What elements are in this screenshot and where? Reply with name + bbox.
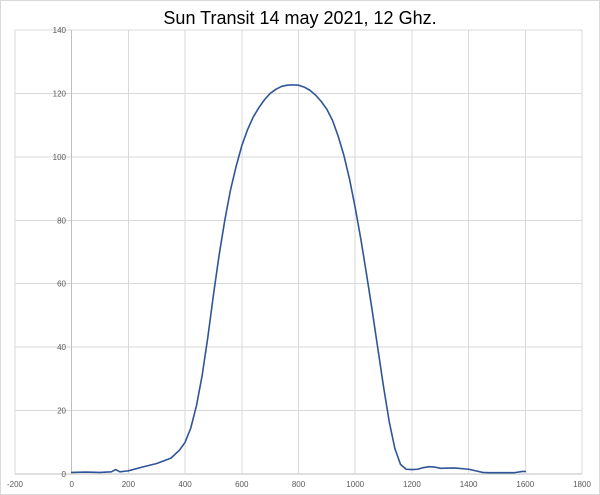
data-point — [304, 86, 305, 87]
x-tick-label: 800 — [292, 480, 306, 489]
y-tick-label: 20 — [57, 407, 66, 416]
data-point — [477, 471, 478, 472]
x-tick-label: 1200 — [403, 480, 421, 489]
y-tick-label: 140 — [53, 26, 67, 35]
data-point — [253, 117, 254, 118]
y-tick-label: 80 — [57, 216, 66, 225]
data-point — [417, 469, 418, 470]
data-point — [190, 427, 191, 428]
data-point — [496, 472, 497, 473]
data-point — [400, 464, 401, 465]
data-point — [383, 386, 384, 387]
data-point — [343, 155, 344, 156]
data-point — [85, 472, 86, 473]
data-point — [196, 405, 197, 406]
data-point — [99, 472, 100, 473]
data-point — [440, 468, 441, 469]
data-point — [488, 472, 489, 473]
data-point — [264, 99, 265, 100]
data-point — [224, 220, 225, 221]
data-point — [411, 469, 412, 470]
data-point — [394, 448, 395, 449]
chart-title: Sun Transit 14 may 2021, 12 Ghz. — [163, 8, 437, 28]
x-tick-label: 400 — [178, 480, 192, 489]
data-point — [428, 466, 429, 467]
data-point — [230, 190, 231, 191]
data-point — [360, 239, 361, 240]
x-tick-label: 200 — [122, 480, 136, 489]
series-line — [70, 84, 527, 474]
y-tick-label: 120 — [53, 89, 67, 98]
data-point — [213, 294, 214, 295]
data-point — [207, 337, 208, 338]
y-tick-label: 40 — [57, 343, 66, 352]
data-point — [142, 466, 143, 467]
tick-labels: 0 20 40 60 80 100 120 140 -200 0 200 400 600 800 1000 1… — [7, 26, 591, 489]
series-layer — [70, 84, 527, 474]
data-point — [111, 471, 112, 472]
x-tick-label: 600 — [235, 480, 249, 489]
data-point — [349, 178, 350, 179]
x-tick-label: 1600 — [516, 480, 534, 489]
data-point — [434, 466, 435, 467]
y-tick-label: 60 — [57, 280, 66, 289]
data-point — [366, 274, 367, 275]
data-point — [71, 472, 72, 473]
data-point — [156, 463, 157, 464]
data-point — [292, 84, 293, 85]
y-tick-label: 100 — [53, 153, 67, 162]
data-point — [185, 442, 186, 443]
data-point — [128, 470, 129, 471]
data-point — [275, 89, 276, 90]
data-point — [115, 469, 116, 470]
data-point — [170, 458, 171, 459]
data-point — [202, 375, 203, 376]
data-point — [522, 471, 523, 472]
data-point — [236, 166, 237, 167]
data-point — [287, 85, 288, 86]
data-point — [258, 107, 259, 108]
data-point — [338, 136, 339, 137]
x-tick-label: 0 — [69, 480, 74, 489]
data-point — [525, 471, 526, 472]
x-tick-label: 1800 — [573, 480, 591, 489]
data-point — [119, 471, 120, 472]
data-point — [505, 472, 506, 473]
x-tick-label: 1400 — [460, 480, 478, 489]
y-tick-label: 0 — [62, 470, 67, 479]
data-point — [270, 93, 271, 94]
data-point — [355, 207, 356, 208]
data-point — [315, 94, 316, 95]
data-point — [377, 348, 378, 349]
gridlines — [14, 29, 583, 475]
data-point — [309, 90, 310, 91]
data-point — [372, 310, 373, 311]
data-point — [326, 109, 327, 110]
data-point — [241, 145, 242, 146]
x-tick-label: 1000 — [346, 480, 364, 489]
data-point — [219, 255, 220, 256]
data-point — [513, 472, 514, 473]
data-point — [423, 467, 424, 468]
data-point — [482, 472, 483, 473]
data-point — [298, 85, 299, 86]
data-point — [247, 129, 248, 130]
data-point — [332, 120, 333, 121]
data-point — [406, 469, 407, 470]
data-point — [281, 86, 282, 87]
x-tick-label: -200 — [7, 480, 24, 489]
data-point — [468, 469, 469, 470]
data-point — [389, 421, 390, 422]
data-point — [321, 101, 322, 102]
data-point — [454, 467, 455, 468]
data-point — [179, 450, 180, 451]
